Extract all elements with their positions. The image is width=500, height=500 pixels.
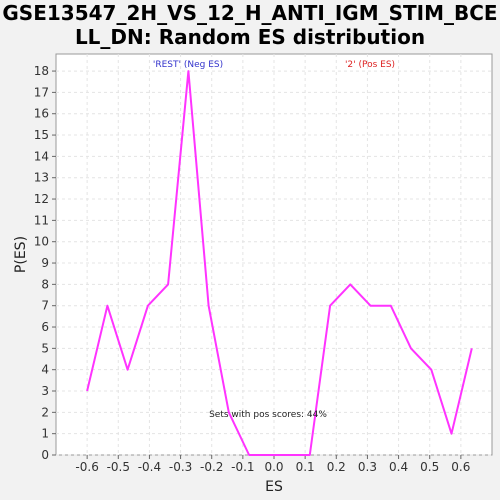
y-tick-label: 7 <box>41 299 49 313</box>
axis-ticks: -0.6 -0.5 -0.4 -0.3 -0.2 -0.1 0.0 0.1 0.2 0.3 0.4 0… <box>34 64 471 474</box>
x-tick-label: 0.6 <box>451 460 470 474</box>
y-tick-label: 5 <box>41 341 49 355</box>
y-tick-label: 3 <box>41 384 49 398</box>
y-tick-label: 14 <box>34 149 49 163</box>
x-tick-label: -0.6 <box>75 460 98 474</box>
y-tick-label: 13 <box>34 171 49 185</box>
x-tick-label: 0.4 <box>389 460 408 474</box>
y-tick-label: 11 <box>34 213 49 227</box>
y-tick-label: 9 <box>41 256 49 270</box>
x-tick-label: 0.0 <box>264 460 283 474</box>
x-tick-label: -0.1 <box>231 460 254 474</box>
y-tick-label: 15 <box>34 128 49 142</box>
x-tick-label: 0.2 <box>327 460 346 474</box>
y-tick-label: 1 <box>41 427 49 441</box>
x-tick-label: -0.5 <box>107 460 130 474</box>
es-series-line <box>86 70 473 456</box>
y-tick-label: 4 <box>41 363 49 377</box>
y-tick-label: 6 <box>41 320 49 334</box>
y-tick-label: 18 <box>34 64 49 78</box>
grid <box>56 54 492 456</box>
y-axis-label: P(ES) <box>13 236 29 273</box>
chart-title-line-1: GSE13547_2H_VS_12_H_ANTI_IGM_STIM_BCE <box>2 1 498 25</box>
y-tick-label: 0 <box>41 448 49 462</box>
x-tick-label: -0.2 <box>200 460 223 474</box>
y-tick-label: 16 <box>34 107 49 121</box>
y-tick-label: 10 <box>34 235 49 249</box>
pos-es-label: '2' (Pos ES) <box>345 60 395 70</box>
y-tick-label: 17 <box>34 85 49 99</box>
y-tick-label: 2 <box>41 405 49 419</box>
x-axis-label: ES <box>265 479 283 495</box>
x-tick-label: 0.1 <box>296 460 315 474</box>
chart-title-line-2: LL_DN: Random ES distribution <box>74 25 426 49</box>
x-tick-label: 0.5 <box>420 460 439 474</box>
y-tick-label: 12 <box>34 192 49 206</box>
x-tick-label: -0.4 <box>138 460 161 474</box>
pos-scores-note: Sets with pos scores: 44% <box>209 410 327 420</box>
y-tick-label: 8 <box>41 277 49 291</box>
x-tick-label: -0.3 <box>169 460 192 474</box>
x-tick-label: 0.3 <box>358 460 377 474</box>
series-group <box>86 70 473 456</box>
neg-es-label: 'REST' (Neg ES) <box>153 60 223 70</box>
